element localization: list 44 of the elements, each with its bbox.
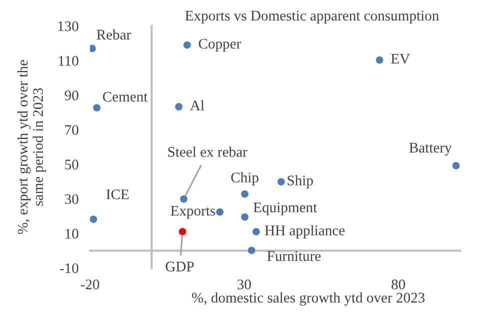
point xyxy=(248,246,256,254)
point xyxy=(452,162,460,170)
y-tick-label: 90 xyxy=(64,90,78,100)
point xyxy=(180,195,188,203)
annotation: Exports xyxy=(170,206,216,219)
point xyxy=(93,104,100,112)
y-tick-label: 50 xyxy=(65,160,78,170)
point xyxy=(216,208,224,216)
point xyxy=(90,216,98,223)
point xyxy=(252,228,260,236)
annotation: EV xyxy=(391,54,410,64)
annotation: Rebar xyxy=(96,29,132,40)
annotation: Chip xyxy=(231,172,258,186)
y-tick-label: 110 xyxy=(58,56,78,66)
y-tick-label: 130 xyxy=(58,21,78,32)
annotation: Furniture xyxy=(267,251,321,261)
annotation: Steel ex rebar xyxy=(168,146,248,157)
y-axis-title: %, export growth ytd over the same period in 2023 xyxy=(17,60,46,234)
point xyxy=(90,44,96,52)
annotation: ICE xyxy=(106,189,129,200)
point xyxy=(241,213,248,221)
annotation: GDP xyxy=(166,262,194,272)
point xyxy=(277,178,285,186)
annotation: Ship xyxy=(288,175,313,188)
point xyxy=(183,41,191,49)
x-axis-title: %, domestic sales growth ytd over 2023 xyxy=(192,292,425,306)
y-tick-label: 70 xyxy=(65,125,78,135)
y-tick-label: 30 xyxy=(65,194,78,204)
chart-title: Exports vs Domestic apparent consumption xyxy=(185,10,439,24)
y-tick-label: 10 xyxy=(66,228,78,239)
annotation: HH appliance xyxy=(264,225,345,238)
point xyxy=(376,56,384,64)
x-tick-label: 80 xyxy=(392,280,406,290)
point xyxy=(175,103,182,110)
annotation: Al xyxy=(190,100,204,110)
x-tick-label: -20 xyxy=(80,280,100,290)
annotation: Battery xyxy=(409,142,452,156)
x-tick-label: 30 xyxy=(238,280,251,290)
annotation: Cement xyxy=(102,92,148,102)
y-tick-label: -10 xyxy=(60,263,78,274)
annotation: Copper xyxy=(198,38,242,52)
annotation: Equipment xyxy=(254,202,318,216)
point xyxy=(241,190,248,198)
point xyxy=(178,228,186,236)
